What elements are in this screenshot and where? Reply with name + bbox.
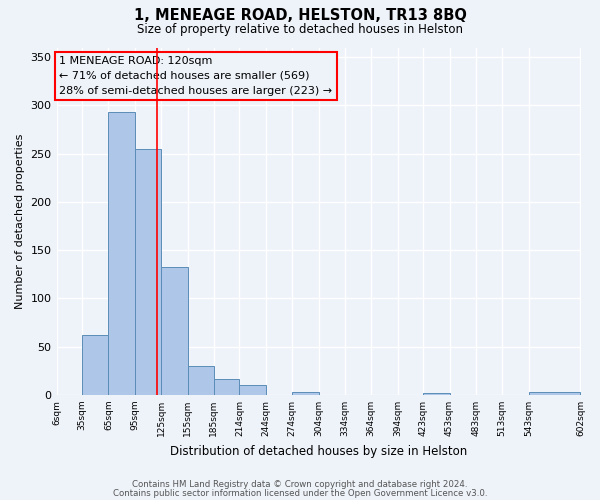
Text: Contains public sector information licensed under the Open Government Licence v3: Contains public sector information licen… bbox=[113, 488, 487, 498]
Bar bbox=[188, 366, 214, 395]
Bar bbox=[135, 149, 161, 395]
Bar bbox=[161, 266, 188, 395]
Bar bbox=[214, 378, 239, 395]
Bar bbox=[109, 112, 135, 395]
Bar bbox=[529, 392, 580, 395]
Bar bbox=[239, 386, 266, 395]
Text: 1 MENEAGE ROAD: 120sqm
← 71% of detached houses are smaller (569)
28% of semi-de: 1 MENEAGE ROAD: 120sqm ← 71% of detached… bbox=[59, 56, 332, 96]
Text: Contains HM Land Registry data © Crown copyright and database right 2024.: Contains HM Land Registry data © Crown c… bbox=[132, 480, 468, 489]
Bar bbox=[292, 392, 319, 395]
Text: Size of property relative to detached houses in Helston: Size of property relative to detached ho… bbox=[137, 22, 463, 36]
Bar bbox=[82, 335, 109, 395]
Text: 1, MENEAGE ROAD, HELSTON, TR13 8BQ: 1, MENEAGE ROAD, HELSTON, TR13 8BQ bbox=[134, 8, 466, 22]
Bar bbox=[423, 393, 449, 395]
X-axis label: Distribution of detached houses by size in Helston: Distribution of detached houses by size … bbox=[170, 444, 467, 458]
Y-axis label: Number of detached properties: Number of detached properties bbox=[15, 134, 25, 309]
